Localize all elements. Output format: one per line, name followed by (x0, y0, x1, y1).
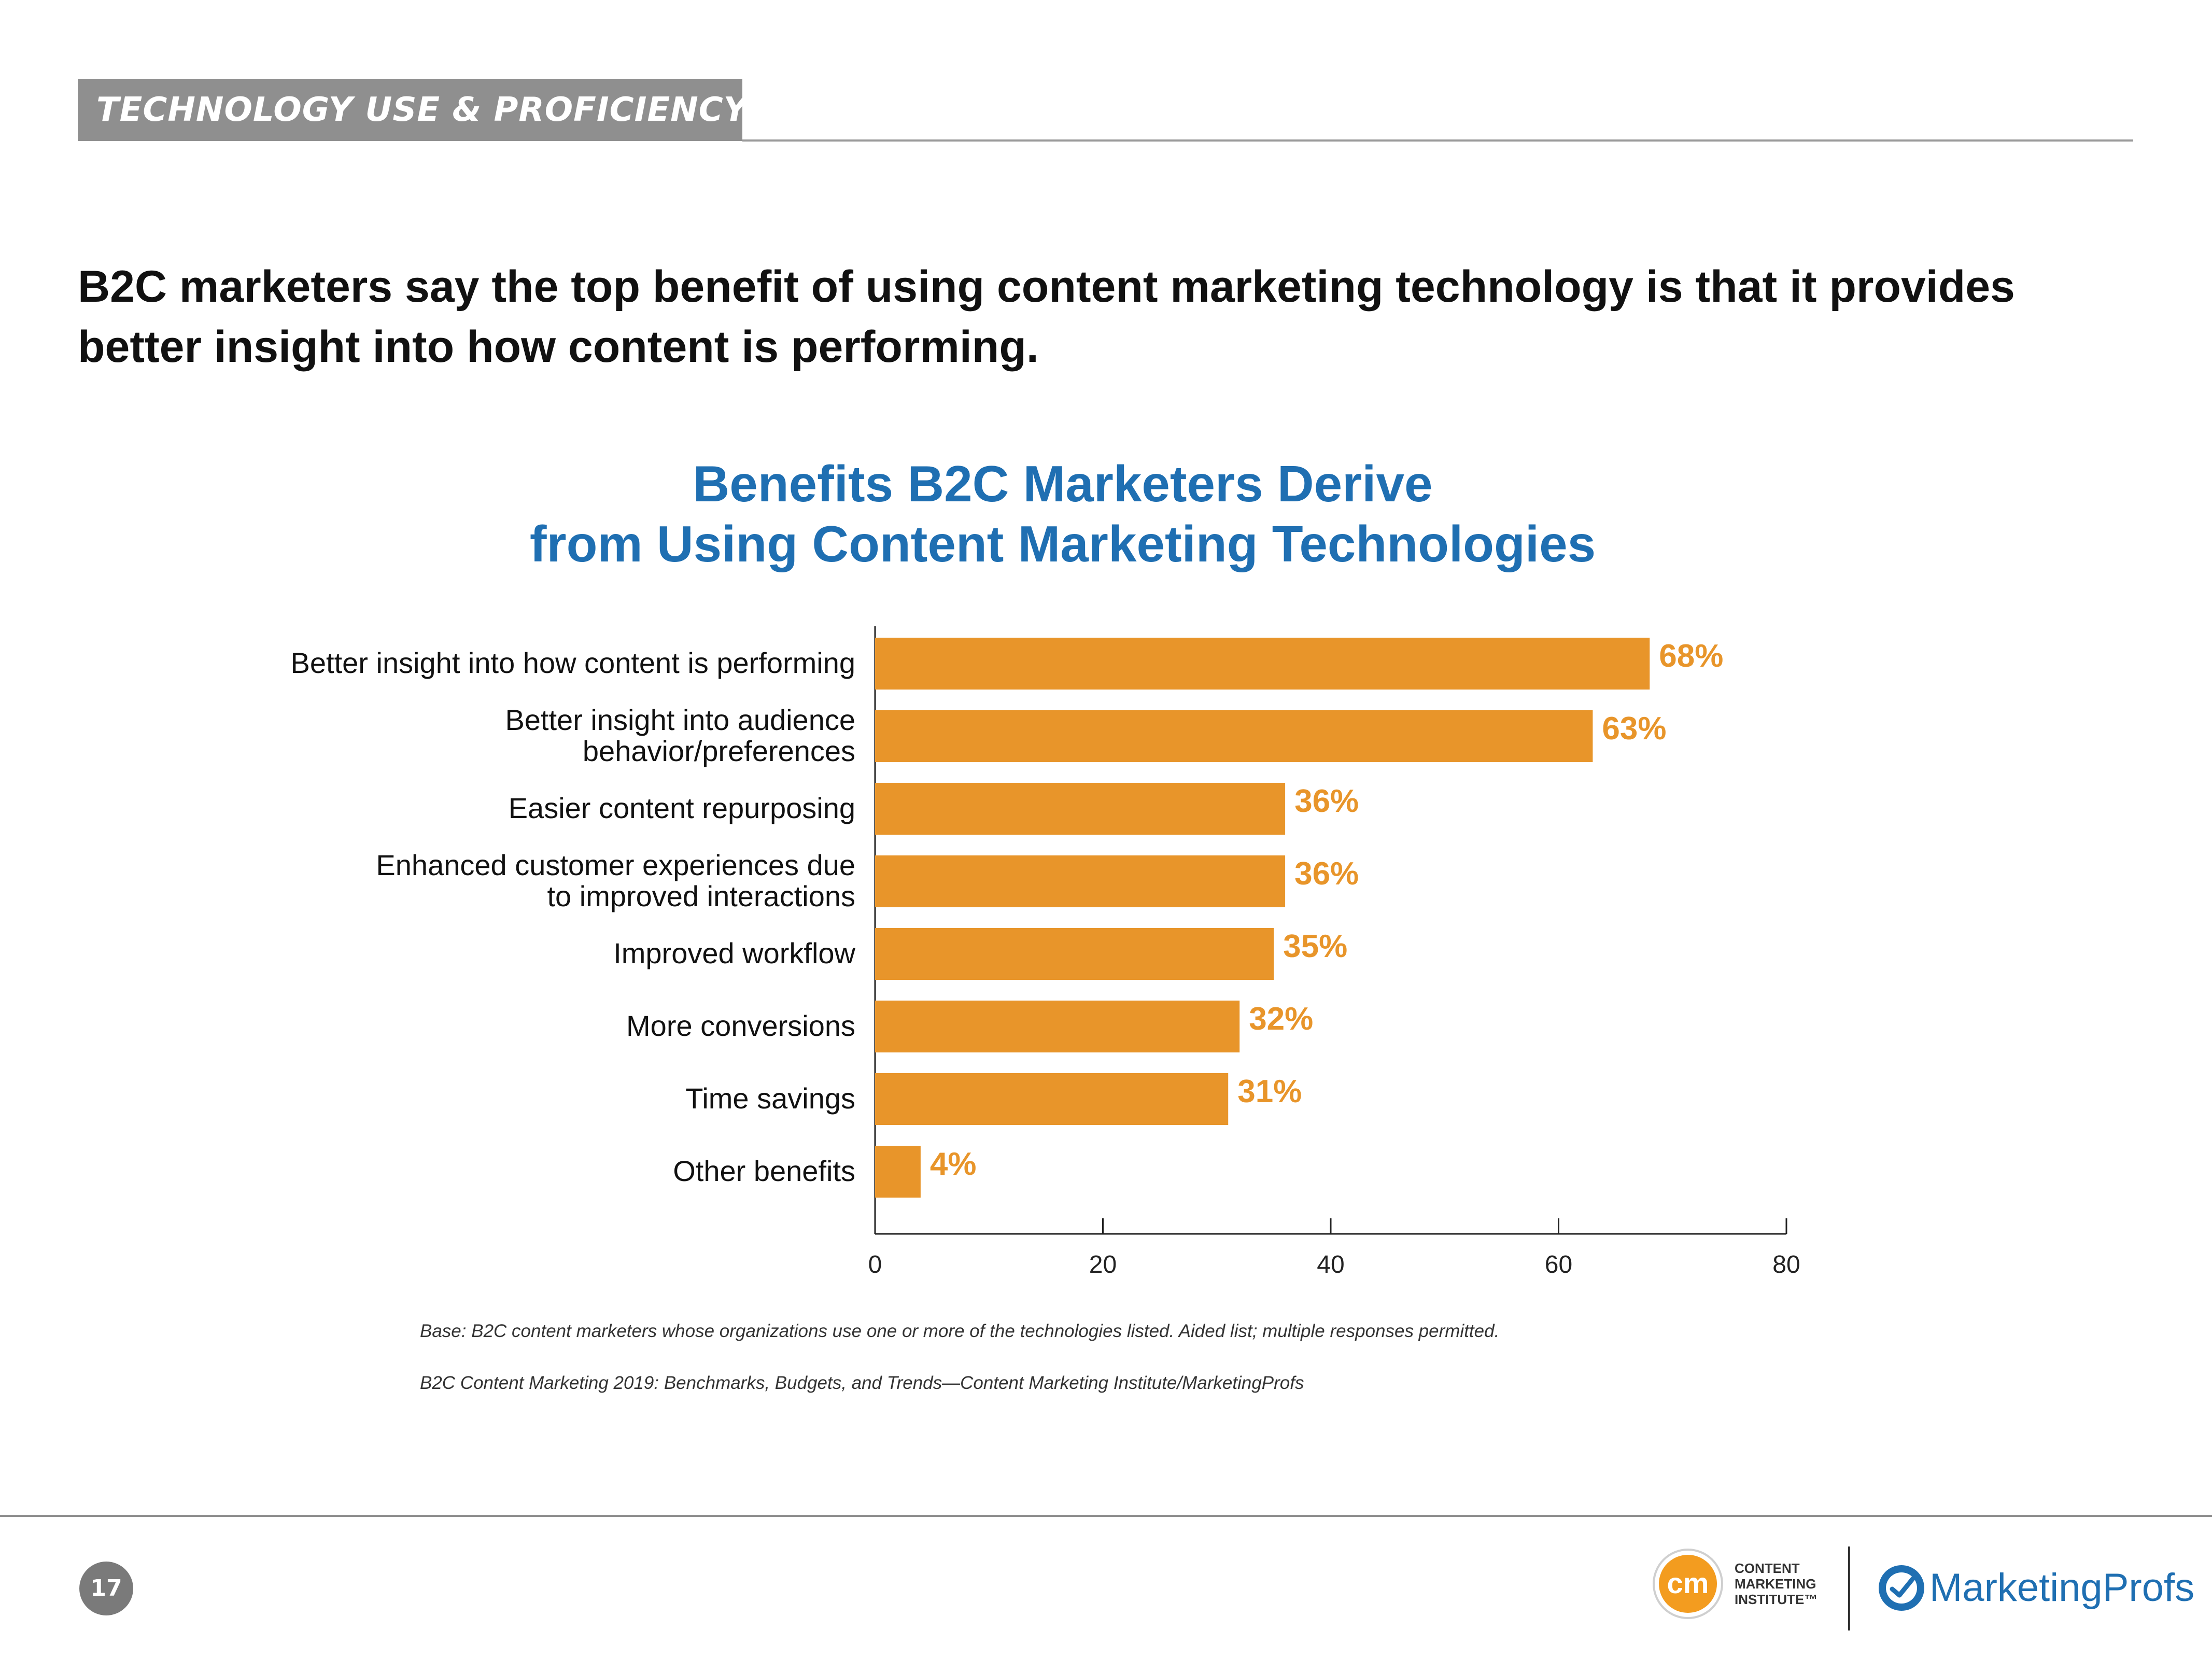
bar-value-label: 63% (1602, 711, 1666, 747)
bar-value-label: 68% (1659, 638, 1723, 674)
section-title: TECHNOLOGY USE & PROFICIENCY (78, 79, 748, 141)
marketingprofs-logo-icon (1879, 1565, 1924, 1611)
page-number: 17 (79, 1562, 133, 1615)
bar (875, 855, 1286, 907)
bar (875, 1146, 921, 1198)
x-tick-label: 80 (1772, 1251, 1800, 1278)
headline-line-1: B2C marketers say the top benefit of usi… (78, 262, 2015, 312)
category-label: More conversions (626, 1009, 855, 1042)
cmi-line-1: CONTENT (1735, 1560, 1800, 1576)
x-tick-label: 0 (868, 1251, 882, 1278)
bar-value-label: 31% (1237, 1074, 1302, 1109)
x-tick-label: 20 (1089, 1251, 1117, 1278)
category-label: Easier content repurposing (509, 792, 855, 824)
category-label: Improved workflow (613, 937, 855, 969)
x-tick-label: 40 (1317, 1251, 1344, 1278)
bar (875, 638, 1650, 690)
chart-title-line-1: Benefits B2C Marketers Derive (693, 455, 1433, 512)
bar-value-label: 32% (1249, 1001, 1313, 1037)
bar-value-label: 36% (1294, 783, 1359, 819)
category-label: Time savings (685, 1082, 855, 1115)
cmi-line-2: MARKETING (1735, 1576, 1816, 1592)
page-headline: B2C marketers say the top benefit of usi… (78, 257, 2100, 377)
bar-value-label: 35% (1283, 929, 1347, 964)
logo-divider (1848, 1546, 1850, 1630)
x-tick-label: 60 (1545, 1251, 1572, 1278)
category-label: Enhanced customer experiences due (376, 849, 855, 881)
source-footnote: B2C Content Marketing 2019: Benchmarks, … (420, 1373, 1304, 1393)
bar-value-label: 4% (930, 1146, 977, 1182)
bar (875, 928, 1274, 980)
bar (875, 1001, 1240, 1052)
bar (875, 783, 1286, 835)
marketingprofs-wordmark: MarketingProfs (1929, 1566, 2195, 1610)
cmi-logo-icon: cm (1653, 1549, 1723, 1619)
category-label: Other benefits (673, 1155, 855, 1187)
chart-title: Benefits B2C Marketers Derive from Using… (415, 454, 1711, 574)
category-label: Better insight into how content is perfo… (291, 646, 855, 679)
base-footnote: Base: B2C content marketers whose organi… (420, 1321, 1500, 1341)
headline-line-2: better insight into how content is perfo… (78, 322, 1039, 372)
cmi-logo-text: cm (1667, 1567, 1709, 1599)
category-label: to improved interactions (547, 880, 855, 912)
section-divider (742, 139, 2133, 142)
cmi-line-3: INSTITUTE™ (1735, 1592, 1818, 1607)
category-label: Better insight into audience (505, 704, 855, 736)
bar (875, 710, 1593, 762)
bar (875, 1073, 1229, 1125)
chart-title-line-2: from Using Content Marketing Technologie… (529, 515, 1596, 572)
cmi-wordmark: CONTENT MARKETING INSTITUTE™ (1735, 1560, 1817, 1607)
footer-divider (0, 1515, 2212, 1517)
bar-value-label: 36% (1294, 856, 1359, 892)
category-label: behavior/preferences (583, 735, 855, 767)
